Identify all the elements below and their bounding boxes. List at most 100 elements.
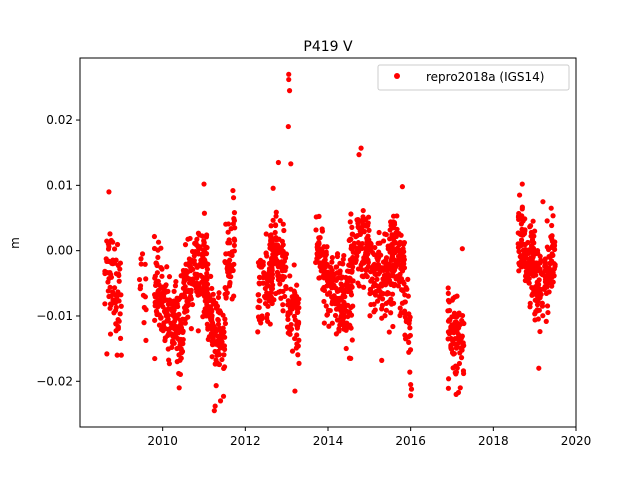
data-point <box>332 298 338 305</box>
data-point <box>176 311 182 318</box>
data-point <box>168 301 174 307</box>
data-point <box>215 333 221 339</box>
data-point <box>397 305 403 311</box>
data-point <box>537 291 543 297</box>
data-point <box>222 320 229 327</box>
y-tick-label: −0.01 <box>36 309 73 323</box>
data-point <box>268 255 275 262</box>
data-point <box>178 320 184 326</box>
data-point <box>212 348 218 355</box>
data-point <box>205 261 211 267</box>
data-point <box>522 228 528 234</box>
data-point <box>206 334 212 340</box>
data-point <box>225 273 232 279</box>
data-point <box>159 266 165 272</box>
data-point <box>391 235 397 241</box>
data-point <box>171 288 177 294</box>
data-point <box>192 240 198 247</box>
data-point <box>399 184 405 190</box>
data-point <box>374 283 380 289</box>
data-point <box>355 240 361 246</box>
data-point <box>350 278 356 284</box>
data-point <box>527 304 533 310</box>
data-point <box>231 236 237 242</box>
data-point <box>453 391 459 397</box>
data-point <box>213 357 219 363</box>
data-point <box>340 293 346 299</box>
data-point <box>399 240 405 246</box>
data-point <box>215 321 222 327</box>
data-point <box>534 247 541 254</box>
data-point <box>316 213 322 219</box>
data-point <box>538 257 544 263</box>
data-point <box>295 343 301 349</box>
data-point <box>525 248 531 254</box>
data-point <box>530 245 536 251</box>
data-points <box>102 71 558 414</box>
data-point <box>340 319 347 325</box>
data-point <box>204 232 210 238</box>
data-point <box>545 309 551 316</box>
data-point <box>406 339 412 345</box>
data-point <box>519 216 525 222</box>
x-tick-label: 2018 <box>478 434 509 448</box>
data-point <box>351 240 357 247</box>
data-point <box>287 273 293 279</box>
data-point <box>445 297 452 304</box>
data-point <box>363 272 369 278</box>
data-point <box>201 238 207 244</box>
data-point <box>266 270 272 276</box>
data-point <box>102 270 108 277</box>
data-point <box>546 289 552 295</box>
data-point <box>201 251 207 257</box>
data-point <box>358 218 364 224</box>
data-point <box>383 307 389 313</box>
data-point <box>152 299 158 306</box>
data-point <box>533 308 539 315</box>
data-point <box>166 274 173 280</box>
data-point <box>286 71 292 77</box>
data-point <box>452 370 458 376</box>
data-point <box>452 336 458 342</box>
chart-title: P419 V <box>303 39 353 55</box>
data-point <box>516 192 523 198</box>
data-point <box>363 267 369 274</box>
data-point <box>343 345 349 352</box>
data-point <box>152 317 158 323</box>
data-point <box>271 248 277 254</box>
data-point <box>448 345 454 351</box>
data-point <box>223 291 229 297</box>
data-point <box>329 255 335 261</box>
data-point <box>526 280 532 286</box>
data-point <box>264 293 270 299</box>
data-point <box>143 337 149 343</box>
data-point <box>268 265 275 271</box>
y-tick-label: 0.00 <box>46 244 73 258</box>
data-point <box>334 251 341 257</box>
data-point <box>185 314 191 320</box>
data-point <box>294 282 300 288</box>
data-point <box>117 266 123 272</box>
data-point <box>192 261 198 267</box>
data-point <box>171 311 177 318</box>
data-point <box>159 325 165 331</box>
data-point <box>155 254 161 261</box>
data-point <box>537 328 543 335</box>
data-point <box>539 300 545 306</box>
legend-box <box>377 64 570 91</box>
data-point <box>111 246 118 252</box>
data-point <box>348 236 354 242</box>
data-point <box>359 266 365 273</box>
data-point <box>268 223 274 229</box>
data-point <box>369 249 376 256</box>
data-point <box>329 294 335 300</box>
data-point <box>231 242 237 248</box>
data-point <box>113 304 119 311</box>
data-point <box>231 261 237 267</box>
data-point <box>115 317 121 323</box>
data-point <box>161 285 167 292</box>
data-point <box>272 222 279 228</box>
data-point <box>209 354 215 360</box>
data-point <box>340 304 346 311</box>
data-point <box>541 286 547 292</box>
